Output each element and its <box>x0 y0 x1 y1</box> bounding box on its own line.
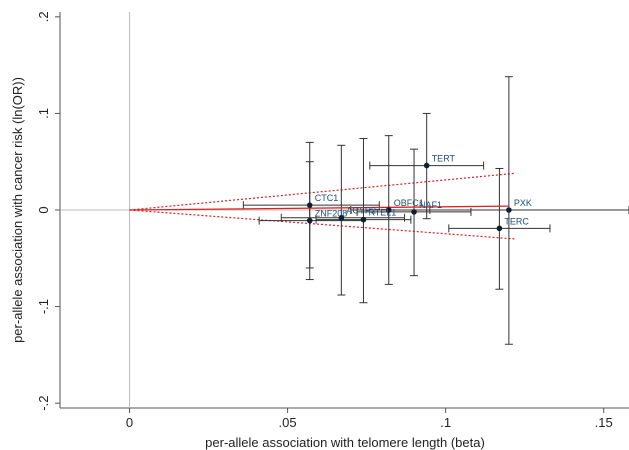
point-label-acyp2: ACYP2 <box>346 206 376 216</box>
x-tick-label: .1 <box>440 415 451 430</box>
y-tick-label: -.1 <box>36 299 51 314</box>
y-tick-label: -.2 <box>36 396 51 411</box>
data-points <box>306 162 512 232</box>
confidence-band <box>129 172 516 240</box>
point-label-naf1: NAF1 <box>419 200 442 210</box>
axes: -.2 -.1 0 .1 .2 0 .05 .1 .15 <box>36 11 629 430</box>
ci-upper-line <box>129 172 516 211</box>
point-label-ctc1: CTC1 <box>315 193 339 203</box>
point-rtel1 <box>360 216 367 223</box>
y-axis-title: per-allele association with cancer risk … <box>10 77 25 343</box>
y-tick-label: .1 <box>36 108 51 119</box>
point-label-rtel1: RTEL1 <box>368 208 396 218</box>
x-tick-label: 0 <box>126 415 133 430</box>
point-label-tert: TERT <box>432 154 456 164</box>
point-tert <box>423 162 430 169</box>
x-axis-title: per-allele association with telomere len… <box>205 435 485 450</box>
y-tick-label: 0 <box>36 206 51 213</box>
point-znf208 <box>306 217 313 224</box>
fit-line-group <box>129 205 509 211</box>
point-pxk <box>506 207 512 213</box>
point-label-pxk: PXK <box>514 198 532 208</box>
ci-lower-line <box>129 209 516 240</box>
point-label-obfc1: OBFC1 <box>394 198 424 208</box>
y-tick-label: .2 <box>36 11 51 22</box>
point-ctc1 <box>306 202 313 208</box>
x-tick-label: .15 <box>595 415 613 430</box>
point-naf1 <box>411 209 417 215</box>
point-acyp2 <box>338 214 345 221</box>
fit-line <box>129 205 509 211</box>
point-terc <box>496 225 503 232</box>
point-label-znf208: ZNF208 <box>315 209 348 219</box>
x-tick-label: .05 <box>279 415 297 430</box>
point-label-terc: TERC <box>504 216 529 226</box>
point-obfc1 <box>385 207 392 213</box>
